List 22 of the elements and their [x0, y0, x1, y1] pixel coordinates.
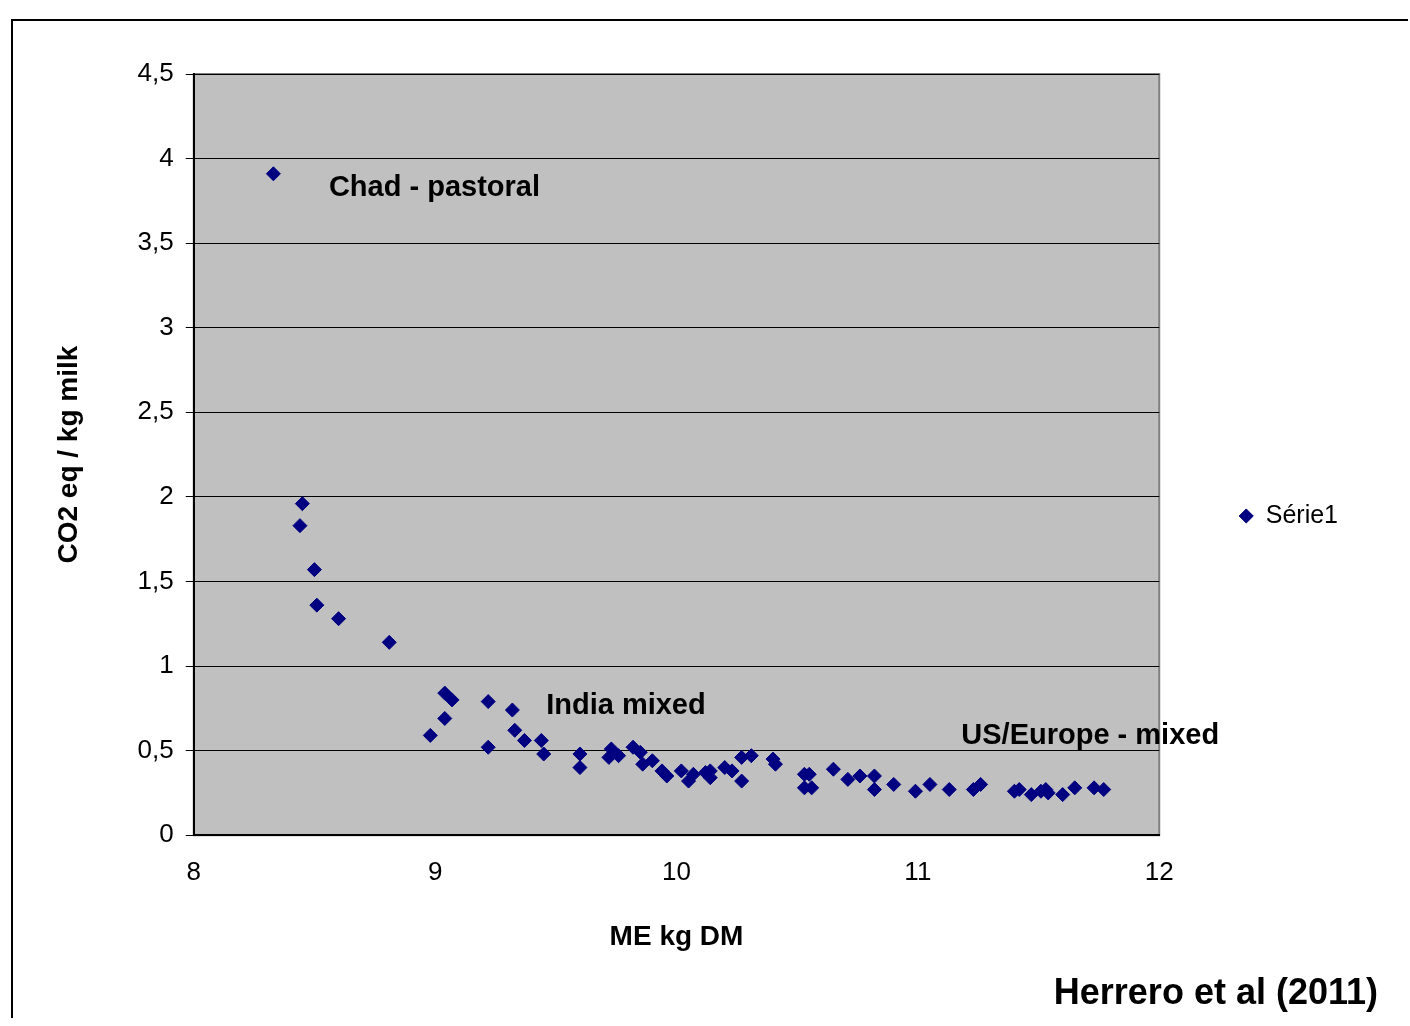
legend-label: Série1 [1265, 499, 1338, 528]
x-tick-label: 9 [427, 855, 443, 886]
annotation: Chad - pastoral [328, 170, 541, 203]
x-axis-title: ME kg DM [609, 919, 744, 951]
x-tick-label: 10 [662, 855, 691, 886]
y-tick-label: 0 [159, 818, 174, 849]
y-axis-title: CO2 eq / kg milk [51, 345, 83, 564]
text: Herrero et al (2011) [1053, 970, 1378, 1012]
y-tick-label: 3 [159, 310, 174, 341]
y-tick-label: 1,5 [137, 564, 174, 595]
x-tick-label: 11 [904, 855, 932, 886]
y-tick-label: 4,5 [137, 57, 174, 88]
annotation: India mixed [546, 687, 706, 720]
y-tick-label: 2,5 [137, 395, 174, 426]
annotation: US/Europe - mixed [961, 718, 1220, 751]
y-tick-label: 4 [159, 141, 174, 172]
y-tick-label: 2 [159, 480, 174, 511]
y-tick-label: 3,5 [137, 226, 174, 257]
x-tick-label: 8 [186, 855, 201, 886]
x-tick-label: 12 [1144, 855, 1174, 886]
y-tick-label: 0,5 [137, 733, 174, 764]
y-tick-label: 1 [159, 649, 174, 680]
